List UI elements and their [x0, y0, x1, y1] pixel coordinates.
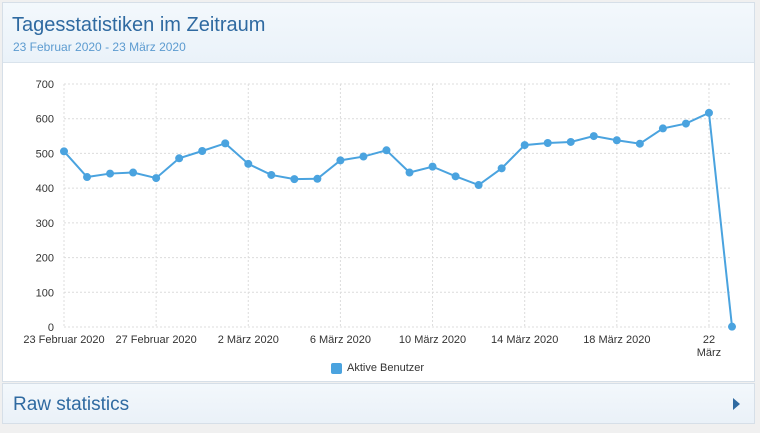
line-chart: 0 100 200 300 400 500 600 700 23 Februar 2020 27 …: [23, 79, 736, 358]
x-tick-label: 18 März 2020: [583, 334, 650, 346]
data-point: [267, 170, 276, 179]
x-tick-label: 22: [703, 334, 715, 346]
data-point: [221, 139, 230, 148]
data-point: [405, 168, 414, 177]
x-tick-label: 2 März 2020: [218, 334, 279, 346]
data-point: [290, 175, 299, 184]
chart-legend[interactable]: Aktive Benutzer: [331, 362, 424, 374]
y-tick-label: 200: [36, 253, 54, 265]
data-point: [428, 162, 437, 171]
widget-title: Tagesstatistiken im Zeitraum: [12, 14, 266, 36]
data-point: [612, 136, 621, 145]
data-point: [589, 132, 598, 141]
x-tick-label: 27 Februar 2020: [115, 334, 196, 346]
data-point: [451, 172, 460, 181]
data-point: [244, 159, 253, 168]
statistics-widget: Tagesstatistiken im Zeitraum 23 Februar …: [2, 2, 755, 382]
y-tick-label: 0: [48, 322, 54, 334]
x-tick-label: 23 Februar 2020: [23, 334, 104, 346]
data-point: [83, 173, 92, 182]
widget-header: Tagesstatistiken im Zeitraum 23 Februar …: [3, 3, 754, 63]
data-point: [566, 137, 575, 146]
y-tick-label: 700: [36, 79, 54, 91]
date-range-subtitle: 23 Februar 2020 - 23 März 2020: [13, 40, 186, 54]
data-point: [129, 168, 138, 177]
y-tick-label: 500: [36, 148, 54, 160]
data-point: [635, 139, 644, 148]
x-tick-label-line2: März: [697, 347, 721, 358]
data-point: [658, 124, 667, 133]
raw-statistics-title: Raw statistics: [13, 394, 130, 415]
x-tick-label: 6 März 2020: [310, 334, 371, 346]
y-tick-label: 100: [36, 287, 54, 299]
data-point: [497, 164, 506, 173]
y-tick-label: 600: [36, 114, 54, 126]
data-point: [336, 156, 345, 165]
data-point: [198, 146, 207, 155]
data-point: [520, 141, 529, 150]
data-point: [543, 139, 552, 148]
x-tick-label: 14 März 2020: [491, 334, 558, 346]
data-point: [106, 169, 115, 178]
data-point: [313, 174, 322, 183]
legend-label: Aktive Benutzer: [347, 362, 425, 374]
raw-statistics-panel[interactable]: Raw statistics: [2, 383, 755, 424]
x-tick-label: 10 März 2020: [399, 334, 466, 346]
series-line: [63, 111, 733, 327]
data-point: [704, 108, 713, 117]
data-point: [681, 119, 690, 128]
data-point: [382, 146, 391, 155]
y-tick-label: 400: [36, 183, 54, 195]
data-point: [359, 152, 368, 161]
legend-swatch: [331, 362, 342, 374]
data-point: [152, 174, 161, 183]
expand-arrow-icon[interactable]: [733, 398, 740, 410]
data-point: [728, 322, 736, 331]
data-point: [60, 147, 68, 156]
y-tick-label: 300: [36, 218, 54, 230]
data-point: [175, 154, 184, 163]
data-point: [474, 181, 483, 190]
